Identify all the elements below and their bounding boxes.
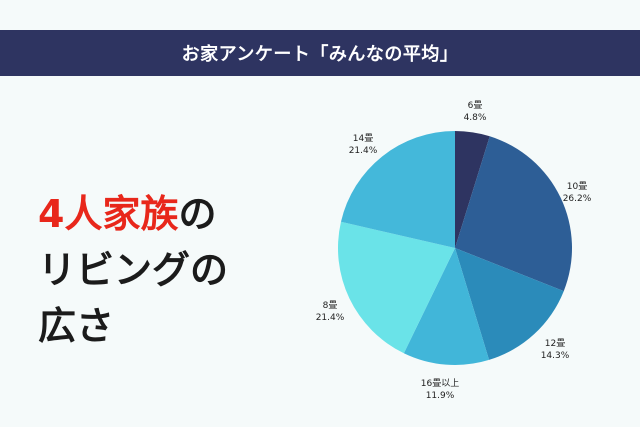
- pie-slice: [337, 221, 455, 354]
- pie-slice: [455, 136, 573, 292]
- headline-line-2: リビングの: [38, 248, 229, 292]
- pie-slice-label: 16畳以上 11.9%: [421, 378, 459, 401]
- pie-slice-label: 12畳 14.3%: [541, 338, 570, 361]
- pie-slice-label: 8畳 21.4%: [316, 300, 345, 323]
- headline: 4人家族の リビングの 広さ: [38, 186, 278, 354]
- pie-slice-label: 14畳 21.4%: [349, 133, 378, 156]
- pie-slice-label: 10畳 26.2%: [563, 181, 592, 204]
- banner-title: お家アンケート「みんなの平均」: [0, 30, 640, 76]
- pie-slice: [403, 248, 490, 365]
- banner-title-text: お家アンケート「みんなの平均」: [181, 44, 459, 65]
- pie-slice: [455, 131, 490, 248]
- pie-slice: [340, 131, 455, 248]
- headline-line-3: 広さ: [38, 304, 115, 348]
- headline-accent: 4人家族: [38, 192, 179, 236]
- pie-slice: [455, 248, 564, 360]
- pie-slice-label: 6畳 4.8%: [464, 100, 487, 123]
- headline-line-1: 4人家族の: [38, 186, 278, 242]
- headline-line-1-rest: の: [178, 192, 217, 236]
